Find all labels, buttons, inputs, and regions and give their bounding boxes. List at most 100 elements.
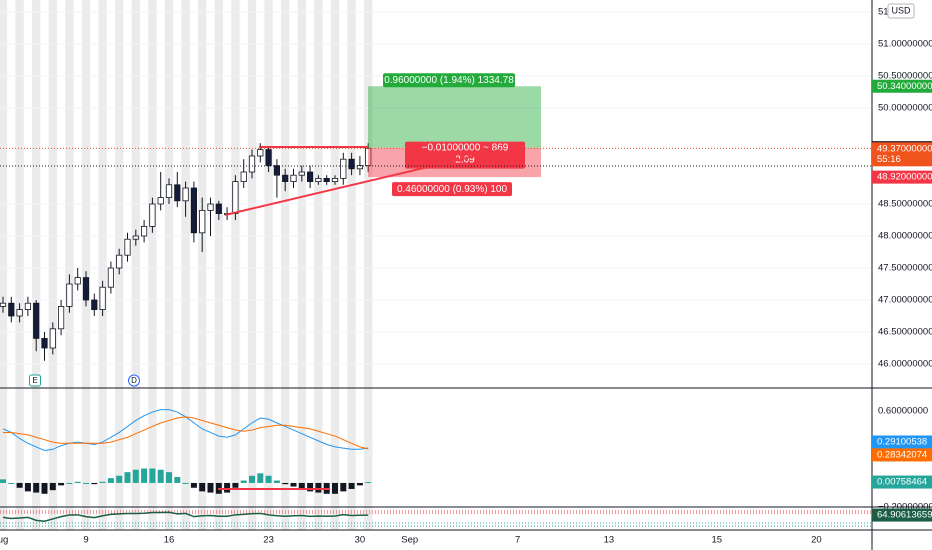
price-label-bg xyxy=(872,448,932,462)
trend-line[interactable] xyxy=(224,149,501,216)
session-band xyxy=(0,0,8,530)
price-label: 49.37000000 xyxy=(877,143,932,154)
session-band xyxy=(264,0,273,530)
y-tick-label: 0.60000000 xyxy=(878,405,928,416)
candle-body xyxy=(323,177,330,182)
histogram-bar xyxy=(257,473,264,483)
candle-body xyxy=(265,149,272,167)
profit-zone[interactable] xyxy=(368,86,541,148)
session-band xyxy=(198,0,207,530)
y-tick-label: 48.50000000 xyxy=(878,199,932,210)
session-band xyxy=(148,0,157,530)
price-label-bg xyxy=(872,435,932,449)
x-tick-label: 9 xyxy=(83,535,88,546)
histogram-bar xyxy=(0,479,6,483)
histogram-bar xyxy=(207,482,214,493)
histogram-bar xyxy=(107,478,114,483)
candle-body xyxy=(282,174,289,182)
candle-body xyxy=(190,187,197,234)
candle-body xyxy=(290,174,297,182)
price-label: 0.28342074 xyxy=(877,449,927,460)
x-tick-label: 13 xyxy=(604,535,615,546)
candle-body xyxy=(232,181,239,215)
candle-body xyxy=(132,235,139,240)
histogram-bar xyxy=(99,481,106,483)
indicator-line xyxy=(3,416,369,450)
session-band xyxy=(181,0,190,530)
histogram-bar xyxy=(265,475,272,483)
candle-body xyxy=(140,225,148,237)
histogram-bar xyxy=(249,475,255,483)
candle-body xyxy=(174,184,181,202)
x-tick-label: ug xyxy=(0,535,8,546)
histogram-bar xyxy=(49,482,56,491)
histogram-bar xyxy=(141,468,148,483)
candle-body xyxy=(99,286,106,311)
histogram-bar xyxy=(58,482,65,486)
session-band xyxy=(15,0,24,530)
target-label: 0.96000000 (1.94%) 1334.78 xyxy=(384,75,514,86)
currency-label: USD xyxy=(891,5,911,15)
session-band xyxy=(214,0,223,530)
candle-body xyxy=(0,302,7,307)
histogram-bar xyxy=(356,482,363,486)
event-marker[interactable] xyxy=(128,374,140,387)
candle-body xyxy=(33,302,40,339)
candle-body xyxy=(149,203,156,227)
histogram-bar xyxy=(83,482,89,484)
histogram-bar xyxy=(91,482,98,485)
candle-body xyxy=(273,165,281,176)
price-label: 50.34000000 xyxy=(877,81,932,92)
histogram-bar xyxy=(74,481,81,483)
histogram-bar xyxy=(273,480,280,483)
histogram-bar xyxy=(224,482,231,493)
histogram-bar xyxy=(166,472,172,483)
session-band xyxy=(32,0,41,530)
candle-body xyxy=(124,238,131,256)
candle-body xyxy=(74,277,81,285)
candle-body xyxy=(116,254,123,269)
candle-body xyxy=(182,187,189,202)
session-band xyxy=(314,0,323,530)
candle-body xyxy=(157,197,164,205)
histogram-bar xyxy=(124,472,131,483)
event-label: E xyxy=(32,376,37,385)
candle-body xyxy=(356,165,364,170)
candle-body xyxy=(41,337,48,349)
price-label: 48.92000000 xyxy=(877,172,932,183)
candle-body xyxy=(248,155,256,173)
price-label-bg xyxy=(872,170,932,184)
stop-label: 0.46000000 (0.93%) 100 xyxy=(397,184,508,195)
histogram-bar xyxy=(232,482,239,488)
candle-body xyxy=(298,171,305,176)
histogram-bar xyxy=(16,482,23,488)
histogram-bar xyxy=(41,482,48,494)
price-label-bg xyxy=(872,142,932,167)
position-label: −0.01000000 ~ 869 xyxy=(422,142,509,153)
price-label: 0.29100538 xyxy=(877,436,927,447)
x-tick-label: Sep xyxy=(401,535,418,546)
rsi-line xyxy=(2,511,369,523)
histogram-bar xyxy=(182,482,189,484)
target-label-bg xyxy=(383,73,515,88)
session-band xyxy=(247,0,257,530)
histogram-bar xyxy=(298,482,305,489)
session-band xyxy=(347,0,356,530)
countdown: 55:16 xyxy=(877,154,901,165)
histogram-bar xyxy=(157,469,164,483)
session-band xyxy=(330,0,340,530)
histogram-bar xyxy=(174,476,181,483)
session-band xyxy=(48,0,57,530)
candle-body xyxy=(315,177,322,182)
y-tick-label: 50.50000000 xyxy=(878,71,932,82)
event-marker[interactable] xyxy=(29,374,41,387)
position-label-bg xyxy=(405,141,525,169)
y-tick-label: 48.00000000 xyxy=(878,231,932,242)
histogram-bar xyxy=(290,482,297,487)
candle-body xyxy=(348,158,355,170)
histogram-bar xyxy=(240,480,247,483)
x-tick-label: 30 xyxy=(355,535,366,546)
currency-badge xyxy=(887,3,915,19)
candle-body xyxy=(340,158,347,179)
histogram-bar xyxy=(8,482,15,484)
